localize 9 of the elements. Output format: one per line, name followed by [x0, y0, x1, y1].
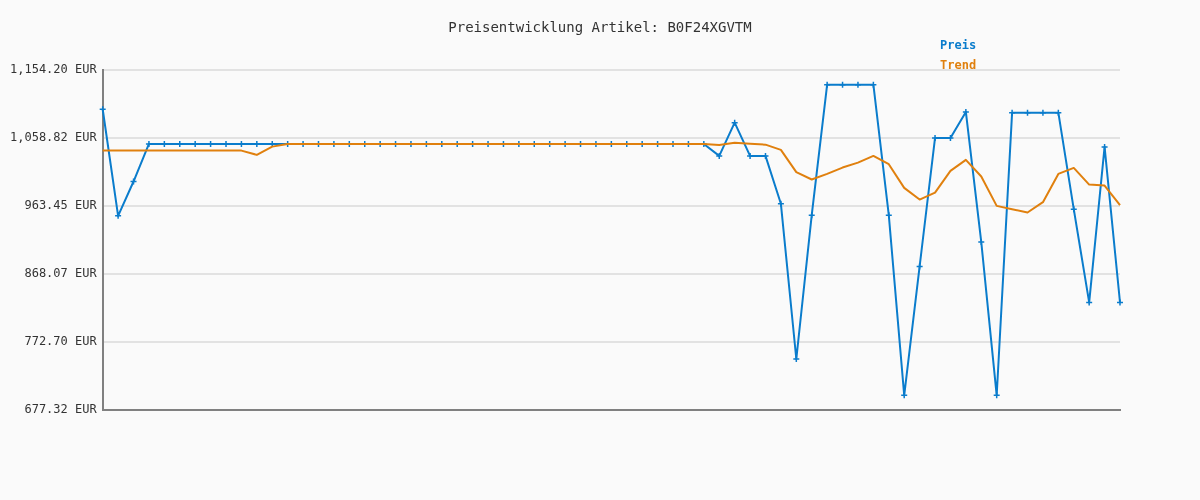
y-tick-label: 963.45 EUR	[24, 197, 98, 212]
y-tick-label: 868.07 EUR	[24, 265, 98, 280]
text: Preis	[940, 38, 977, 53]
y-tick-label: 1,058.82 EUR	[9, 130, 98, 145]
y-tick-label: 772.70 EUR	[24, 333, 98, 348]
y-tick-label: 677.32 EUR	[24, 401, 98, 416]
text: Trend	[940, 58, 977, 73]
y-tick-label: 1,154.20 EUR	[9, 62, 98, 77]
chart-title: Preisentwicklung Artikel: B0F24XGVTM	[448, 18, 752, 35]
